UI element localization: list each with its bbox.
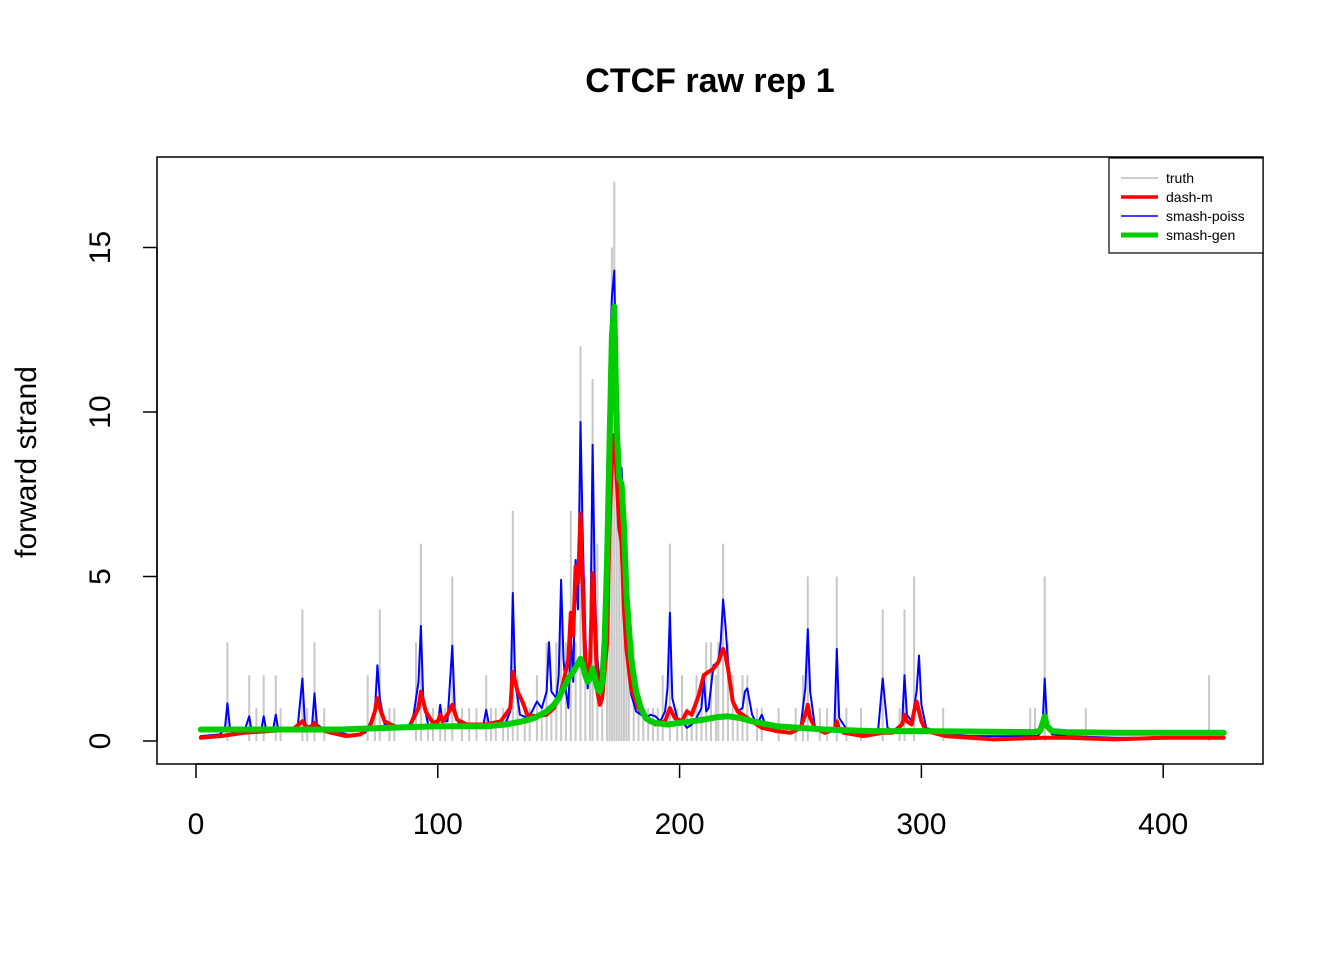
- legend-smash-poiss-label: smash-poiss: [1166, 208, 1245, 224]
- chart-title: CTCF raw rep 1: [585, 62, 834, 100]
- legend: truth dash-m smash-poiss smash-gen: [1108, 157, 1264, 254]
- legend-dash-m-label: dash-m: [1166, 189, 1213, 205]
- x-tick-label: 200: [655, 808, 705, 841]
- legend-smash-gen-label: smash-gen: [1166, 227, 1235, 243]
- x-tick-label: 300: [896, 808, 946, 841]
- y-tick-label: 0: [84, 733, 117, 750]
- series-lines: [197, 269, 1227, 742]
- x-tick-label: 400: [1138, 808, 1188, 841]
- y-axis-label: forward strand: [10, 366, 43, 558]
- legend-truth-label: truth: [1166, 170, 1194, 186]
- y-axis: 0 5 10 15: [84, 231, 158, 750]
- x-tick-label: 100: [413, 808, 463, 841]
- y-tick-label: 10: [84, 395, 117, 428]
- dash-m-line: [198, 433, 1226, 742]
- y-tick-label: 15: [84, 231, 117, 264]
- x-tick-label: 0: [188, 808, 205, 841]
- x-axis: 0 100 200 300 400: [188, 763, 1188, 841]
- smash-gen-line: [197, 303, 1227, 736]
- y-tick-label: 5: [84, 568, 117, 585]
